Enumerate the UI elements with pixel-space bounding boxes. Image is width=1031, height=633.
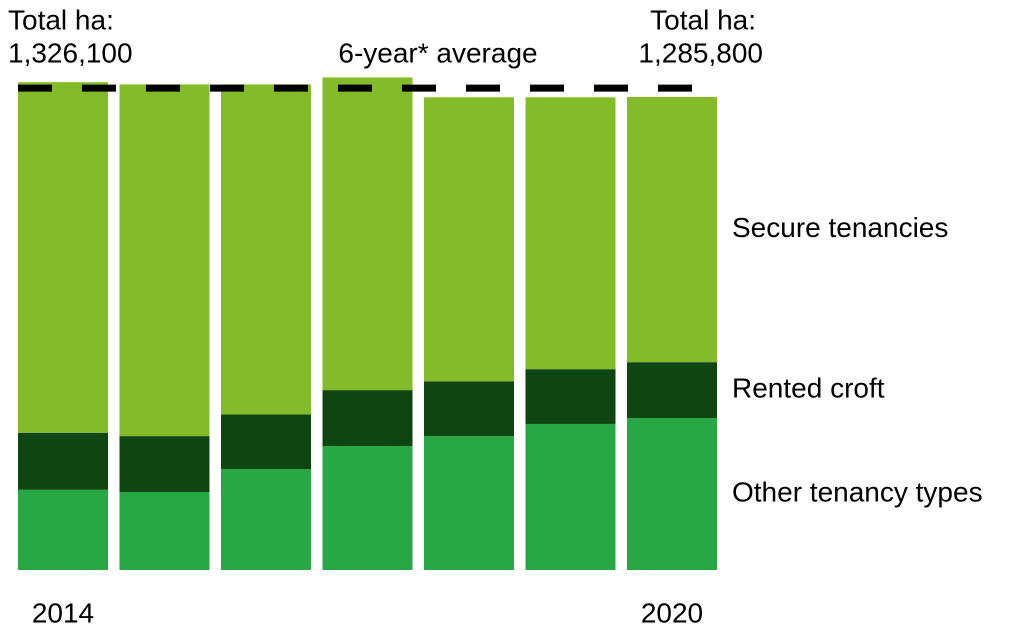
- total-title: Total ha:: [8, 4, 114, 35]
- bar-segment: [525, 97, 616, 370]
- bar-segment: [18, 82, 108, 433]
- legend-label: Rented croft: [732, 373, 885, 404]
- legend-label: Secure tenancies: [732, 212, 948, 243]
- bar-segment: [525, 369, 616, 424]
- x-tick-label: 2020: [641, 597, 703, 628]
- bar-segment: [322, 77, 413, 391]
- bar-segment: [627, 97, 717, 363]
- average-label: 6-year* average: [338, 37, 537, 68]
- bar-segment: [119, 492, 210, 570]
- bar-segment: [221, 469, 311, 570]
- bar-segment: [424, 381, 514, 437]
- bar-segment: [424, 436, 514, 570]
- total-title: Total ha:: [650, 4, 756, 35]
- bar-segment: [119, 436, 210, 493]
- total-value: 1,285,800: [638, 37, 763, 68]
- bar-segment: [119, 84, 210, 437]
- bar-segment: [322, 390, 413, 447]
- bar-segment: [322, 446, 413, 570]
- legend-label: Other tenancy types: [732, 476, 983, 507]
- bar-segment: [221, 414, 311, 470]
- bar-segment: [18, 432, 108, 490]
- bar-segment: [627, 418, 717, 570]
- bar-segment: [18, 489, 108, 570]
- bar-segment: [424, 97, 514, 382]
- bar-segment: [627, 362, 717, 419]
- bar-segment: [525, 423, 616, 570]
- x-tick-label: 2014: [32, 597, 94, 628]
- total-value: 1,326,100: [8, 37, 133, 68]
- bar-segment: [221, 84, 311, 415]
